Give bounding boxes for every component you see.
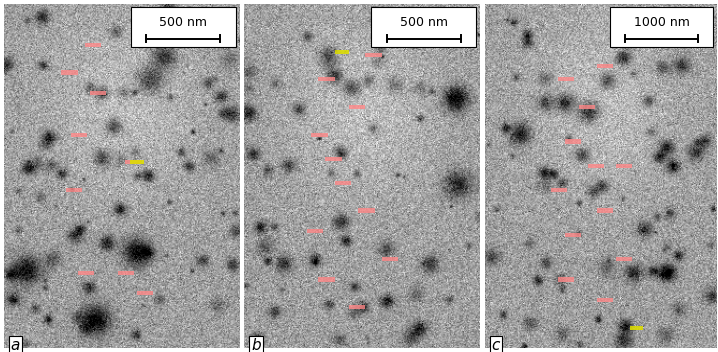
Bar: [597, 64, 613, 68]
Text: a: a: [11, 338, 20, 352]
Bar: [382, 257, 398, 261]
Bar: [558, 77, 574, 81]
Bar: [131, 7, 236, 46]
Bar: [78, 271, 94, 275]
Text: b: b: [251, 338, 261, 352]
Bar: [597, 208, 613, 213]
Text: c: c: [492, 338, 500, 352]
Bar: [371, 7, 476, 46]
Bar: [335, 50, 349, 54]
Bar: [129, 160, 144, 164]
Bar: [61, 70, 78, 75]
Text: 500 nm: 500 nm: [400, 16, 448, 29]
Bar: [125, 160, 141, 164]
Bar: [615, 257, 632, 261]
Bar: [564, 233, 581, 237]
Bar: [588, 164, 604, 168]
Bar: [90, 91, 106, 95]
Bar: [615, 164, 632, 168]
Bar: [597, 298, 613, 302]
Text: 1000 nm: 1000 nm: [633, 16, 689, 29]
Bar: [318, 77, 335, 81]
Bar: [118, 271, 134, 275]
Bar: [318, 277, 335, 282]
Bar: [349, 105, 365, 109]
Bar: [365, 53, 382, 57]
Text: 500 nm: 500 nm: [159, 16, 208, 29]
Bar: [335, 181, 351, 185]
Bar: [307, 229, 323, 233]
Bar: [349, 305, 365, 309]
Bar: [630, 326, 643, 330]
Bar: [66, 188, 83, 192]
Bar: [70, 133, 87, 137]
Bar: [311, 133, 327, 137]
Bar: [325, 157, 342, 161]
Bar: [136, 291, 153, 295]
Bar: [85, 43, 101, 47]
Bar: [610, 7, 713, 46]
Bar: [358, 208, 375, 213]
Bar: [564, 139, 581, 144]
Bar: [579, 105, 595, 109]
Bar: [551, 188, 567, 192]
Bar: [558, 277, 574, 282]
